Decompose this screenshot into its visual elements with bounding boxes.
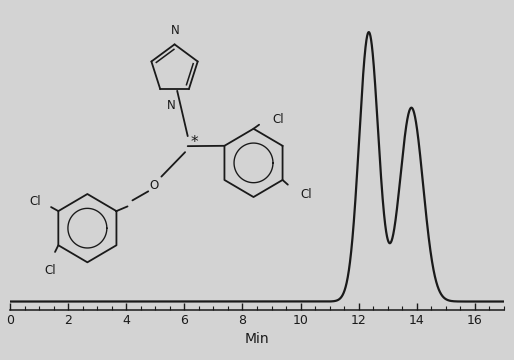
Text: O: O [149, 179, 158, 192]
Text: *: * [191, 135, 198, 150]
X-axis label: Min: Min [245, 332, 269, 346]
Text: Cl: Cl [300, 188, 312, 201]
Text: N: N [167, 99, 176, 112]
Text: Cl: Cl [29, 194, 41, 208]
Text: Cl: Cl [272, 113, 284, 126]
Text: N: N [171, 24, 179, 37]
Text: Cl: Cl [44, 264, 56, 277]
